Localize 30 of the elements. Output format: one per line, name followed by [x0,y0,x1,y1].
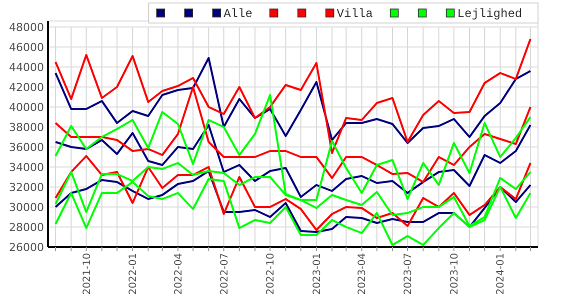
legend-label: Villa [336,7,373,22]
y-tick-label: 34000 [9,160,44,174]
x-tick-label: 2023-10 [449,253,460,295]
x-tick-label: 2023-07 [403,253,414,295]
y-tick-label: 42000 [9,80,44,94]
legend-label: Alle [224,7,252,22]
x-tick-label: 2021-10 [82,253,93,295]
legend-label: Lejlighed [457,7,522,22]
y-tick-label: 48000 [9,20,44,34]
line-series [54,86,532,183]
line-series [54,170,532,233]
x-tick-label: 2022-01 [128,253,140,295]
x-tick-label: 2022-07 [219,253,230,295]
x-tick-label: 2023-01 [312,253,323,295]
y-tick-label: 46000 [9,40,44,54]
x-tick-label: 2022-04 [173,253,184,295]
y-tick-label: 36000 [9,140,44,154]
y-tick-label: 44000 [9,60,44,74]
y-tick-label: 26000 [9,240,44,254]
x-tick-label: 2022-10 [266,253,277,295]
line-series [54,124,532,198]
y-tick-label: 28000 [9,220,44,234]
y-tick-label: 40000 [9,100,44,114]
line-series [54,57,532,144]
line-series [54,38,532,154]
x-tick-label: 2024-01 [496,253,507,295]
x-tick-label: 2023-04 [357,253,368,295]
y-tick-label: 32000 [9,180,44,194]
y-tick-label: 38000 [9,120,44,134]
y-tick-label: 30000 [9,200,44,214]
